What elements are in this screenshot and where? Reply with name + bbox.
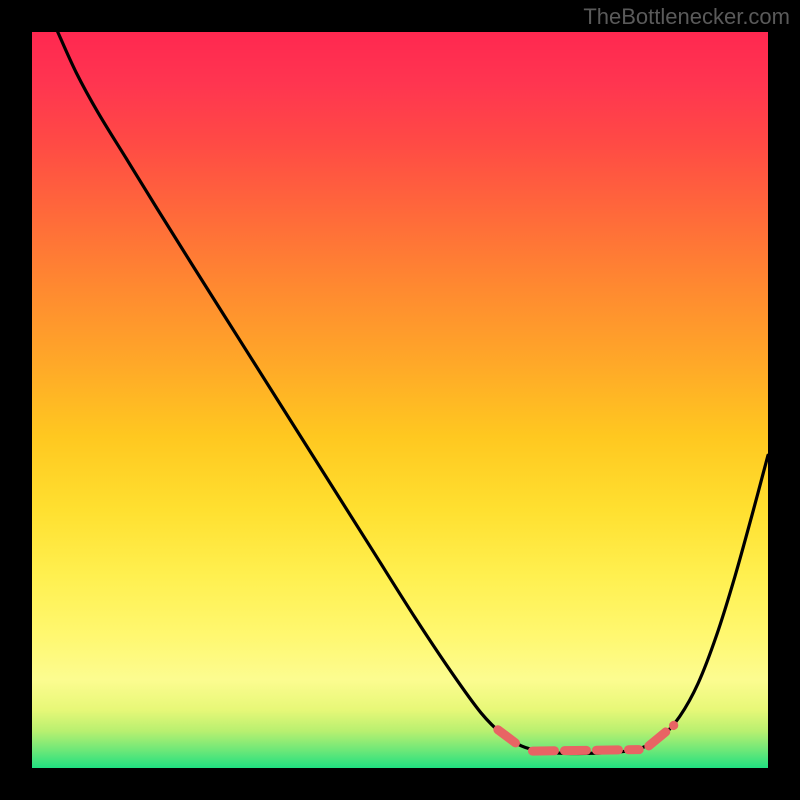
curve-overlay bbox=[32, 32, 768, 768]
attribution-text: TheBottlenecker.com bbox=[583, 4, 790, 30]
plot-area bbox=[32, 32, 768, 768]
marker-segment bbox=[498, 730, 522, 748]
bottleneck-curve bbox=[58, 32, 768, 754]
marker-segment bbox=[649, 725, 674, 746]
